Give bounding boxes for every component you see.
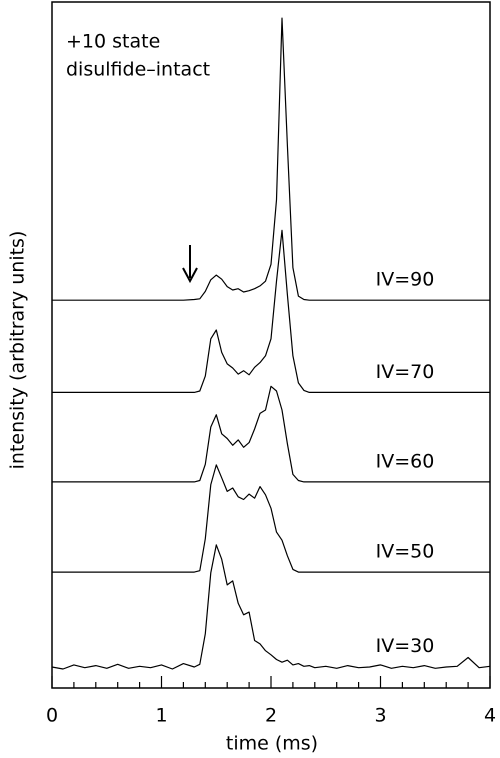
- x-tick-label: 1: [155, 705, 167, 727]
- series-label: IV=30: [376, 635, 435, 657]
- trace: [52, 229, 490, 393]
- trace: [52, 385, 490, 483]
- annotation: disulfide–intact: [66, 59, 210, 81]
- trace: [52, 17, 490, 301]
- series-label: IV=70: [376, 361, 435, 383]
- series-label: IV=90: [376, 269, 435, 291]
- trace: [52, 464, 490, 573]
- arrow: [182, 245, 198, 284]
- x-axis-label: time (ms): [226, 733, 318, 755]
- x-tick-label: 4: [484, 705, 496, 727]
- series-label: IV=50: [376, 541, 435, 563]
- x-tick-label: 2: [265, 705, 277, 727]
- trace: [51, 544, 491, 670]
- annotation: +10 state: [66, 31, 160, 53]
- x-tick-label: 3: [374, 705, 386, 727]
- plot-frame: [51, 1, 491, 689]
- x-tick-label: 0: [46, 705, 58, 727]
- series-label: IV=60: [376, 450, 435, 472]
- y-axis-label: intensity (arbitrary units): [7, 231, 29, 470]
